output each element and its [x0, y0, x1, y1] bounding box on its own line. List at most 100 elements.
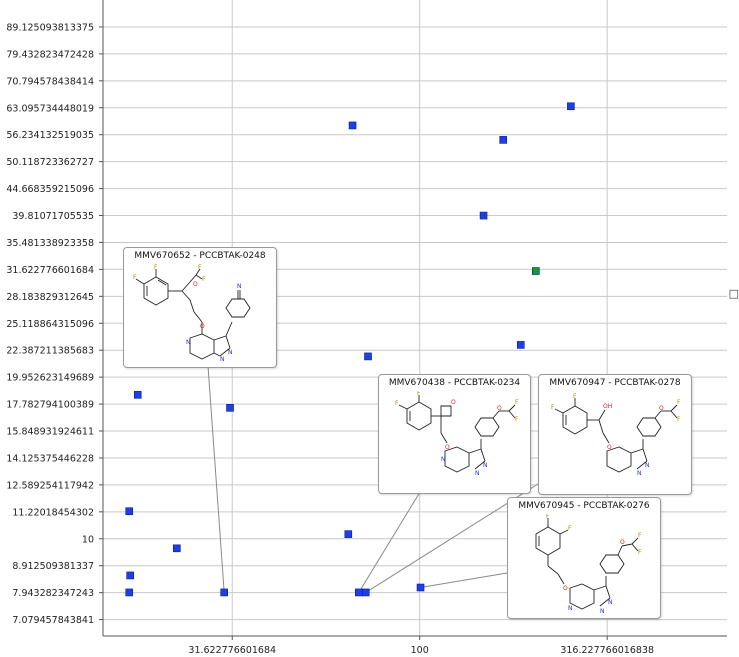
svg-text:N: N [441, 456, 446, 463]
data-point [126, 571, 135, 580]
y-tick-label: 79.432823472428 [6, 49, 94, 60]
data-point [226, 404, 234, 412]
svg-text:O: O [497, 405, 502, 412]
svg-text:O: O [659, 405, 664, 412]
y-tick-label: 8.912509381337 [12, 561, 94, 572]
callout-title: MMV670947 - PCCBTAK-0278 [549, 378, 681, 388]
svg-text:F: F [638, 532, 642, 539]
data-point [416, 583, 425, 592]
axis-layer: 89.125093813375 79.432823472428 70.7945784… [6, 0, 727, 656]
svg-text:F: F [198, 264, 202, 271]
svg-text:O: O [200, 323, 205, 330]
svg-text:N: N [220, 356, 225, 363]
svg-text:N: N [568, 605, 573, 612]
svg-text:N: N [228, 349, 233, 356]
callout-title: MMV670438 - PCCBTAK-0234 [388, 378, 521, 388]
y-tick-label: 44.668359215096 [6, 184, 94, 195]
leader-line [207, 365, 225, 593]
svg-text:O: O [620, 539, 625, 546]
svg-text:N: N [475, 470, 480, 477]
y-tick-label: 35.481338923358 [6, 238, 94, 249]
data-point [344, 530, 353, 538]
x-tick-label: 100 [411, 645, 429, 656]
svg-text:O: O [563, 585, 568, 592]
svg-text:F: F [133, 274, 137, 281]
x-tick-label: 316.227766016838 [560, 645, 654, 656]
y-tick-label: 12.589254117942 [6, 480, 94, 491]
data-point [499, 136, 508, 144]
data-points [125, 102, 575, 597]
leader-line [358, 491, 421, 593]
data-point [125, 588, 134, 597]
svg-text:F: F [677, 399, 681, 406]
svg-text:F: F [677, 416, 681, 423]
data-point [125, 507, 134, 516]
y-tick-label: 17.782794100389 [6, 400, 94, 411]
y-tick-label: 10 [82, 534, 94, 545]
svg-text:N: N [186, 339, 191, 346]
svg-text:F: F [154, 264, 158, 271]
y-tick-label: 22.387211385683 [6, 346, 94, 357]
y-tick-label: 56.234132519035 [6, 130, 94, 141]
data-point [479, 211, 488, 220]
y-tick-label: 31.622776601684 [6, 265, 94, 276]
data-point [361, 588, 370, 597]
structure-callout-2[interactable]: MMV670947 - PCCBTAK-0278 F F OH O O F F N N [538, 374, 692, 495]
svg-text:F: F [417, 391, 421, 397]
edge-marker: □ [728, 287, 739, 300]
data-point [220, 588, 228, 597]
data-point [355, 588, 363, 597]
y-tick-label: 63.095734448019 [6, 103, 94, 114]
data-point [567, 102, 575, 111]
molecule-structure-icon: FF OF FO NN NN [133, 264, 251, 363]
svg-text:F: F [515, 416, 519, 423]
y-tick-label: 70.794578438414 [6, 76, 94, 87]
svg-text:N: N [637, 470, 642, 477]
data-point [133, 391, 142, 399]
y-tick-label: 19.952623149689 [6, 373, 94, 384]
callout-title: MMV670652 - PCCBTAK-0248 [134, 251, 266, 261]
svg-text:F: F [515, 399, 519, 406]
svg-text:N: N [645, 462, 650, 469]
data-point [348, 121, 357, 130]
svg-text:OH: OH [603, 403, 612, 410]
svg-text:O: O [193, 281, 198, 288]
y-tick-label: 28.183829312645 [6, 292, 94, 303]
y-tick-label: 15.848931924611 [6, 427, 94, 438]
y-tick-label: 11.22018454302 [12, 507, 94, 518]
y-tick-label: 50.118723362727 [6, 157, 94, 168]
y-tick-label: 89.125093813375 [6, 22, 94, 33]
y-tick-label: 7.943282347243 [12, 588, 94, 599]
data-point [364, 352, 372, 361]
svg-text:N: N [483, 462, 488, 469]
molecule-structure-icon: FF OO OF FN NN [395, 391, 519, 477]
data-point [173, 544, 181, 553]
y-tick-label: 14.125375446228 [6, 453, 94, 464]
svg-text:F: F [395, 400, 399, 407]
y-tick-label: 25.118864315096 [6, 319, 94, 330]
svg-text:F: F [551, 404, 555, 411]
svg-text:F: F [202, 276, 206, 283]
svg-text:O: O [607, 444, 612, 451]
molecule-structure-icon: FF OO FF NN N [535, 514, 642, 615]
svg-text:N: N [600, 608, 605, 615]
x-tick-label: 31.622776601684 [188, 645, 276, 656]
svg-text:N: N [237, 283, 242, 290]
molecule-structure-icon: F F OH O O F F N N [551, 393, 681, 477]
data-point [516, 341, 525, 349]
y-tick-label: 39.81071705535 [12, 211, 94, 222]
svg-text:N: N [608, 599, 613, 606]
svg-text:F: F [573, 393, 577, 400]
svg-text:O: O [445, 444, 450, 451]
svg-text:F: F [638, 549, 642, 556]
svg-text:F: F [568, 525, 572, 532]
svg-text:O: O [451, 399, 456, 406]
y-tick-label: 7.079457843841 [12, 615, 94, 626]
callout-title: MMV670945 - PCCBTAK-0276 [518, 501, 650, 511]
highlighted-data-point [532, 267, 540, 275]
leader-line [420, 572, 508, 588]
svg-text:F: F [546, 514, 550, 520]
